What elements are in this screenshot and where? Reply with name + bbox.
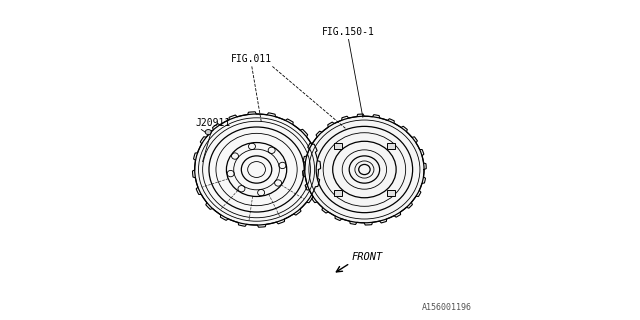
Ellipse shape [305, 116, 424, 223]
Text: A156001196: A156001196 [422, 303, 472, 312]
FancyBboxPatch shape [387, 190, 395, 196]
FancyBboxPatch shape [334, 143, 342, 149]
FancyBboxPatch shape [387, 143, 395, 149]
Ellipse shape [195, 114, 319, 225]
Text: FRONT: FRONT [352, 252, 383, 261]
FancyBboxPatch shape [334, 190, 342, 196]
Text: J20911: J20911 [196, 117, 231, 128]
Ellipse shape [205, 130, 211, 135]
Text: FIG.011: FIG.011 [231, 54, 273, 64]
Text: FIG.150-1: FIG.150-1 [322, 27, 375, 37]
